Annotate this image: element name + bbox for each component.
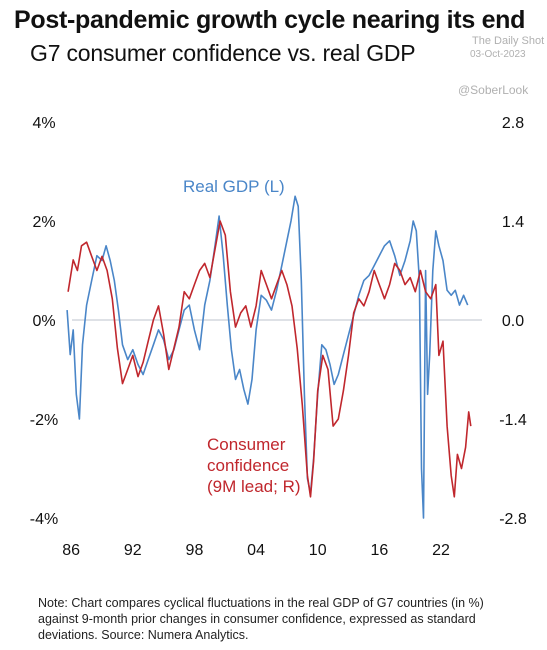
- right-tick-label: 1.4: [502, 214, 524, 231]
- series-label-real-gdp: Real GDP (L): [183, 177, 285, 196]
- watermark-source: The Daily Shot: [472, 35, 545, 47]
- right-tick-label: -2.8: [499, 511, 527, 528]
- x-tick-label: 10: [309, 542, 327, 559]
- x-axis-tick-labels: 86 92 98 04 10 16 22: [62, 542, 450, 559]
- right-tick-label: -1.4: [499, 412, 527, 429]
- x-tick-label: 98: [186, 542, 204, 559]
- x-tick-label: 86: [62, 542, 80, 559]
- real-gdp-line: [66, 195, 469, 519]
- consumer-confidence-line: [67, 220, 472, 498]
- chart-area: 4% 2% 0% -2% -4% 2.8 1.4 0.0 -1.4 -2.8 86 92 98 04 1…: [30, 115, 527, 559]
- consumer-confidence-label-line: Consumer: [207, 435, 286, 454]
- x-tick-label: 04: [247, 542, 265, 559]
- x-tick-label: 92: [124, 542, 142, 559]
- right-tick-label: 2.8: [502, 115, 524, 132]
- left-tick-label: 4%: [32, 115, 55, 132]
- x-tick-label: 16: [370, 542, 388, 559]
- series-label-consumer-confidence: Consumer confidence (9M lead; R): [207, 435, 301, 496]
- right-tick-label: 0.0: [502, 313, 524, 330]
- footnote: Note: Chart compares cyclical fluctuatio…: [38, 596, 484, 642]
- right-axis-tick-labels: 2.8 1.4 0.0 -1.4 -2.8: [499, 115, 527, 528]
- watermark-date: 03-Oct-2023: [470, 49, 526, 60]
- left-axis-tick-labels: 4% 2% 0% -2% -4%: [30, 115, 58, 528]
- chart-title: Post-pandemic growth cycle nearing its e…: [14, 6, 526, 34]
- left-tick-label: -4%: [30, 511, 58, 528]
- series-lines: [66, 195, 472, 519]
- left-tick-label: 2%: [32, 214, 55, 231]
- chart-subtitle: G7 consumer confidence vs. real GDP: [30, 40, 416, 66]
- x-tick-label: 22: [432, 542, 450, 559]
- consumer-confidence-label-line: confidence: [207, 456, 289, 475]
- watermark-handle: @SoberLook: [458, 83, 529, 97]
- left-tick-label: -2%: [30, 412, 58, 429]
- consumer-confidence-label-line: (9M lead; R): [207, 477, 301, 496]
- left-tick-label: 0%: [32, 313, 55, 330]
